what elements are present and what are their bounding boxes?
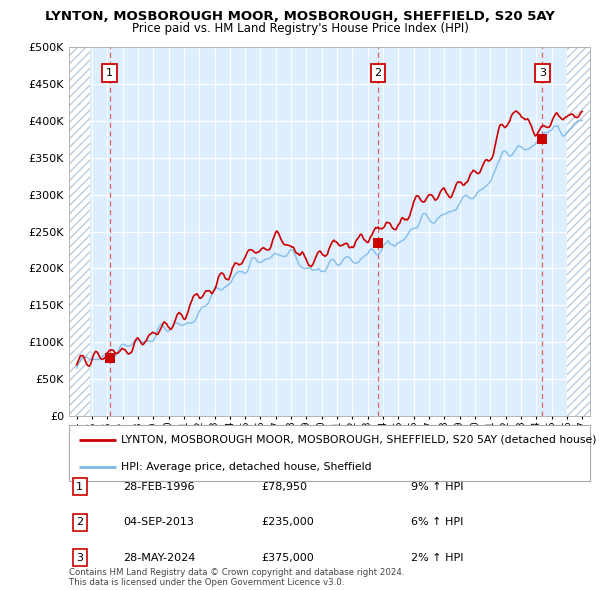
Text: 6% ↑ HPI: 6% ↑ HPI: [411, 517, 463, 527]
Text: 9% ↑ HPI: 9% ↑ HPI: [411, 482, 463, 491]
FancyBboxPatch shape: [69, 425, 590, 481]
Text: 2% ↑ HPI: 2% ↑ HPI: [411, 553, 463, 562]
Text: 04-SEP-2013: 04-SEP-2013: [123, 517, 194, 527]
Text: 3: 3: [76, 553, 83, 562]
Text: £78,950: £78,950: [261, 482, 307, 491]
Text: 1: 1: [106, 68, 113, 78]
Text: 28-MAY-2024: 28-MAY-2024: [123, 553, 196, 562]
Text: LYNTON, MOSBOROUGH MOOR, MOSBOROUGH, SHEFFIELD, S20 5AY: LYNTON, MOSBOROUGH MOOR, MOSBOROUGH, SHE…: [45, 10, 555, 23]
Text: Contains HM Land Registry data © Crown copyright and database right 2024.
This d: Contains HM Land Registry data © Crown c…: [69, 568, 404, 587]
Text: Price paid vs. HM Land Registry's House Price Index (HPI): Price paid vs. HM Land Registry's House …: [131, 22, 469, 35]
Text: HPI: Average price, detached house, Sheffield: HPI: Average price, detached house, Shef…: [121, 462, 372, 472]
Text: LYNTON, MOSBOROUGH MOOR, MOSBOROUGH, SHEFFIELD, S20 5AY (detached house): LYNTON, MOSBOROUGH MOOR, MOSBOROUGH, SHE…: [121, 435, 596, 445]
Text: 28-FEB-1996: 28-FEB-1996: [123, 482, 194, 491]
Text: 2: 2: [76, 517, 83, 527]
Text: £375,000: £375,000: [261, 553, 314, 562]
Text: 2: 2: [374, 68, 382, 78]
Text: 3: 3: [539, 68, 546, 78]
Text: 1: 1: [76, 482, 83, 491]
Text: £235,000: £235,000: [261, 517, 314, 527]
